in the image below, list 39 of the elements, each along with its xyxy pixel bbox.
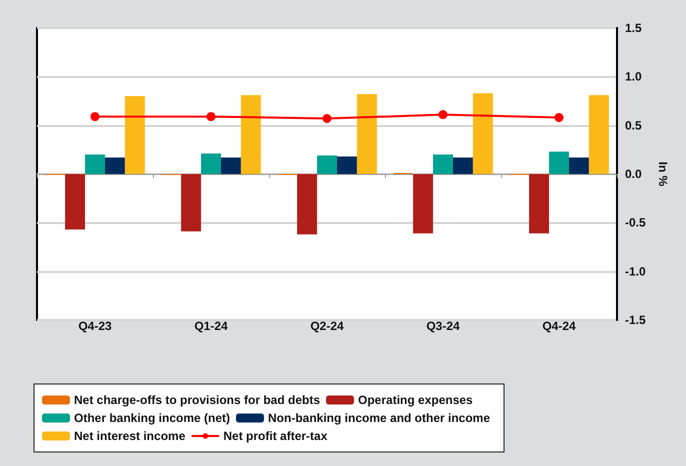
y-tick-label: -1.5 bbox=[625, 313, 646, 327]
y-axis-title: In % bbox=[656, 162, 670, 187]
y-tick-label: 0.5 bbox=[625, 118, 642, 132]
bar bbox=[85, 154, 105, 174]
bar bbox=[413, 174, 434, 234]
bar bbox=[472, 93, 493, 174]
y-tick-label: 1.0 bbox=[625, 70, 642, 84]
bar bbox=[588, 95, 609, 174]
legend-label: Other banking income (net) bbox=[74, 411, 230, 425]
bar bbox=[336, 156, 357, 174]
bar bbox=[356, 94, 377, 174]
x-tick-label: Q1-24 bbox=[194, 319, 228, 333]
y-tick-label: 1.5 bbox=[625, 21, 642, 35]
x-tick-label: Q4-24 bbox=[542, 319, 576, 333]
bar bbox=[220, 157, 241, 174]
y-tick-label: -0.5 bbox=[625, 216, 646, 230]
bar bbox=[181, 174, 202, 232]
legend-label: Operating expenses bbox=[358, 393, 474, 407]
bar bbox=[201, 154, 221, 174]
bar bbox=[240, 95, 261, 174]
x-tick-label: Q2-24 bbox=[310, 319, 344, 333]
x-tick-label: Q4-23 bbox=[78, 319, 112, 333]
bar bbox=[317, 156, 337, 174]
legend-label: Net profit after-tax bbox=[223, 429, 328, 443]
legend-label: Non-banking income and other income bbox=[268, 411, 490, 425]
y-tick-label: -1.0 bbox=[625, 264, 646, 278]
y-tick-label: 0.0 bbox=[625, 167, 642, 181]
bar bbox=[297, 174, 318, 234]
legend-label: Net interest income bbox=[74, 429, 186, 443]
bar bbox=[124, 96, 145, 174]
bar bbox=[529, 174, 550, 234]
legend-label: Net charge-offs to provisions for bad debts bbox=[74, 393, 320, 407]
bar bbox=[65, 174, 86, 230]
bar bbox=[568, 157, 589, 174]
bar bbox=[104, 157, 125, 174]
x-tick-label: Q3-24 bbox=[426, 319, 460, 333]
bar bbox=[549, 152, 569, 174]
bar bbox=[433, 154, 453, 174]
bar bbox=[452, 157, 473, 174]
